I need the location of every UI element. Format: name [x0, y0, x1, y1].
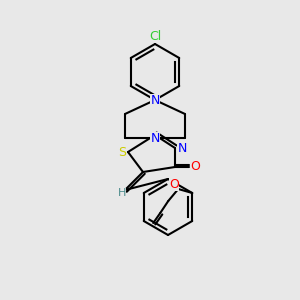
Text: N: N — [177, 142, 187, 154]
Text: O: O — [190, 160, 200, 173]
Text: Cl: Cl — [149, 29, 161, 43]
Text: O: O — [169, 178, 179, 190]
Text: S: S — [118, 146, 126, 158]
Text: N: N — [150, 94, 160, 106]
Text: N: N — [150, 131, 160, 145]
Text: H: H — [118, 188, 126, 198]
